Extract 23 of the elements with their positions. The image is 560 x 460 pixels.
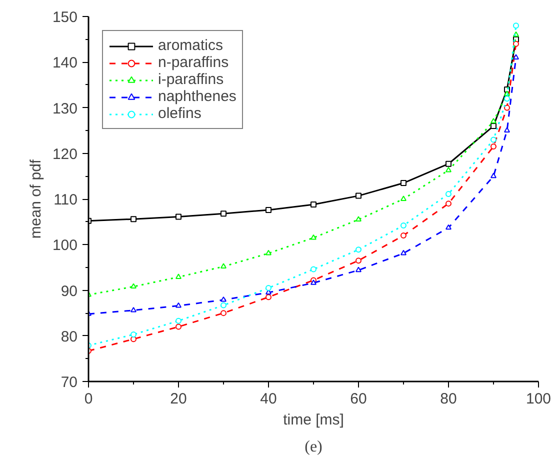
y-tick-label: 130 <box>52 100 78 118</box>
legend-label: naphthenes <box>158 88 236 105</box>
x-tick-label: 0 <box>84 390 93 408</box>
y-tick-label: 100 <box>52 237 78 254</box>
x-tick-label: 40 <box>260 390 277 408</box>
x-tick-label: 100 <box>526 390 552 408</box>
x-tick-label: 60 <box>350 390 367 408</box>
legend-label: i-paraffins <box>158 71 224 88</box>
y-tick-label: 110 <box>54 192 78 208</box>
y-tick-label: 150 <box>52 9 78 26</box>
x-axis-title: time [ms] <box>283 412 344 428</box>
legend-label: aromatics <box>158 37 224 54</box>
y-axis-title: mean of pdf <box>27 158 44 239</box>
y-tick-label: 90 <box>60 282 78 300</box>
text: (e) <box>304 438 322 456</box>
y-tick-label: 80 <box>60 328 78 346</box>
y-tick-label: 70 <box>60 374 78 391</box>
x-tick-label: 20 <box>170 390 187 408</box>
y-tick-label: 140 <box>52 54 78 72</box>
y-tick-label: 120 <box>52 146 78 163</box>
x-tick-label: 80 <box>440 390 457 408</box>
legend-label: olefins <box>158 105 202 122</box>
legend-label: n-paraffins <box>158 54 229 71</box>
